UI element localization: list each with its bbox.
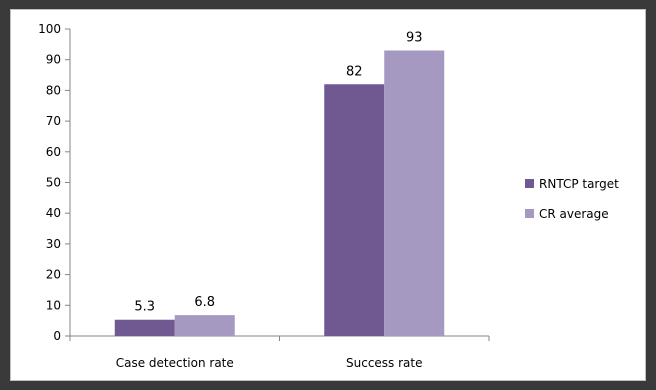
y-tick-label: 100 bbox=[38, 22, 61, 36]
x-category-label: Success rate bbox=[346, 356, 423, 370]
bar bbox=[174, 315, 235, 336]
y-tick-label: 90 bbox=[46, 53, 61, 67]
data-label: 82 bbox=[346, 64, 363, 79]
y-tick-label: 10 bbox=[46, 298, 61, 312]
y-tick-label: 30 bbox=[46, 237, 61, 251]
bar bbox=[384, 50, 445, 337]
y-tick-label: 40 bbox=[46, 206, 61, 220]
y-tick-label: 0 bbox=[53, 329, 61, 343]
chart-frame: 0 10 20 30 40 50 60 70 80 90 100 5.3 6.8 Case detecti… bbox=[10, 9, 646, 381]
legend-label: RNTCP target bbox=[539, 177, 619, 191]
y-tick-label: 80 bbox=[46, 83, 61, 97]
y-tick-label: 20 bbox=[46, 268, 61, 282]
y-tick-label: 50 bbox=[46, 176, 61, 190]
y-tick-label: 70 bbox=[46, 114, 61, 128]
x-category-label: Case detection rate bbox=[116, 356, 234, 370]
legend-swatch bbox=[525, 209, 534, 218]
data-label: 5.3 bbox=[134, 300, 155, 315]
data-label: 93 bbox=[406, 30, 423, 45]
legend-swatch bbox=[525, 179, 534, 188]
bar bbox=[114, 319, 175, 336]
legend-label: CR average bbox=[539, 207, 609, 221]
y-tick-label: 60 bbox=[46, 145, 61, 159]
bar bbox=[324, 84, 385, 336]
data-label: 6.8 bbox=[194, 295, 215, 310]
bar-chart: 0 10 20 30 40 50 60 70 80 90 100 5.3 6.8 Case detecti… bbox=[38, 22, 619, 370]
